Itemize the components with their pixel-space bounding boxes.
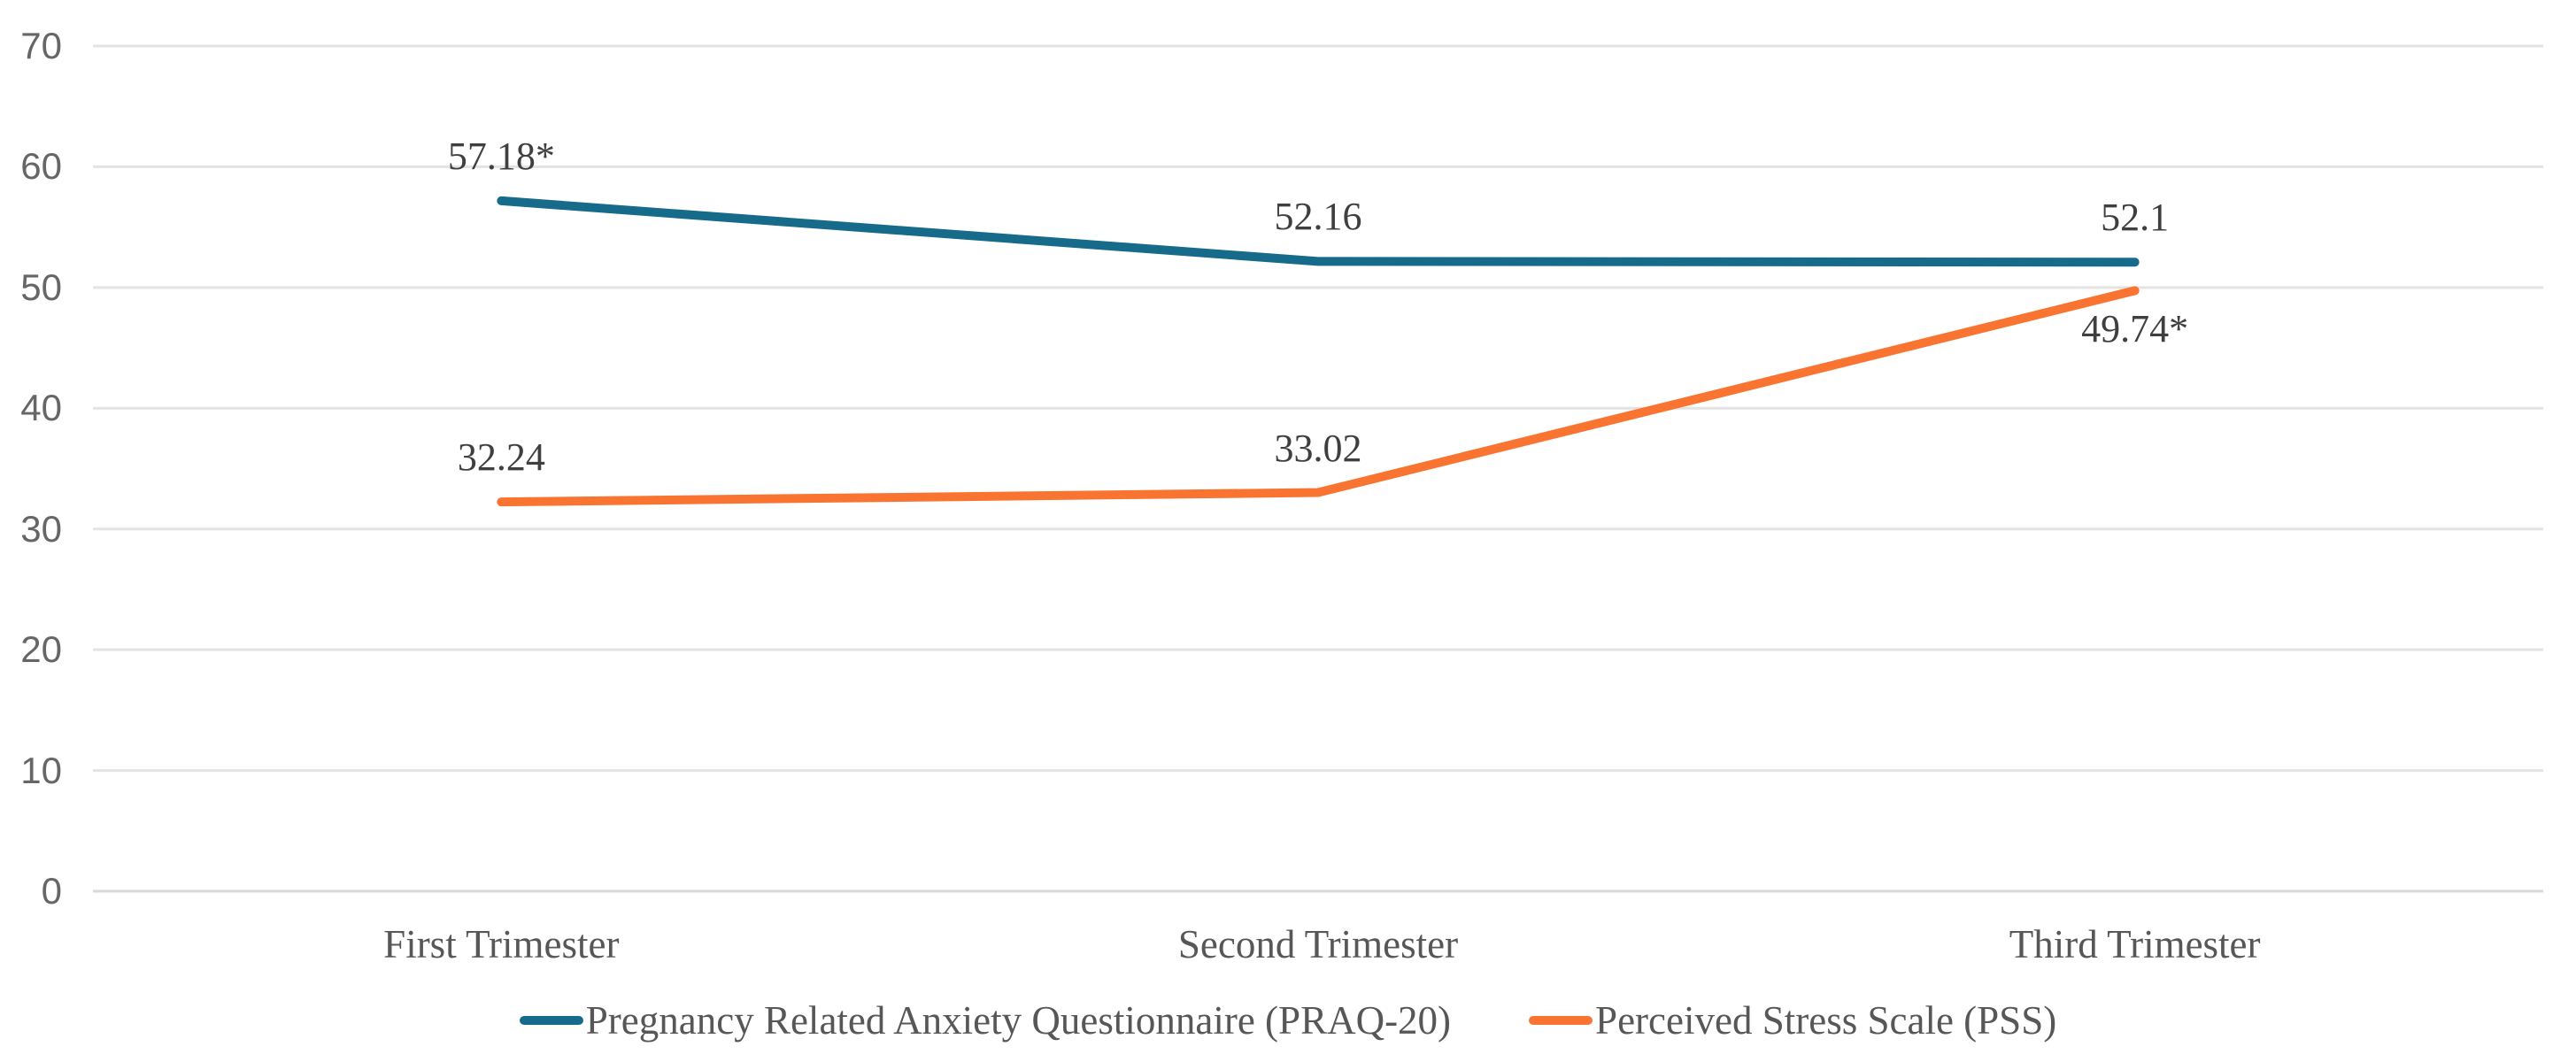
legend-item: Pregnancy Related Anxiety Questionnaire … bbox=[519, 997, 1452, 1043]
legend-line-marker-icon bbox=[1529, 1016, 1593, 1025]
series-line-pss bbox=[497, 286, 2140, 507]
legend-line-marker-icon bbox=[519, 1016, 583, 1025]
legend-item: Perceived Stress Scale (PSS) bbox=[1529, 997, 2056, 1043]
legend-label: Pregnancy Related Anxiety Questionnaire … bbox=[585, 998, 1452, 1043]
legend-label: Perceived Stress Scale (PSS) bbox=[1595, 998, 2057, 1043]
series-line-praq20 bbox=[497, 196, 2140, 267]
legend: Pregnancy Related Anxiety Questionnaire … bbox=[0, 997, 2576, 1043]
